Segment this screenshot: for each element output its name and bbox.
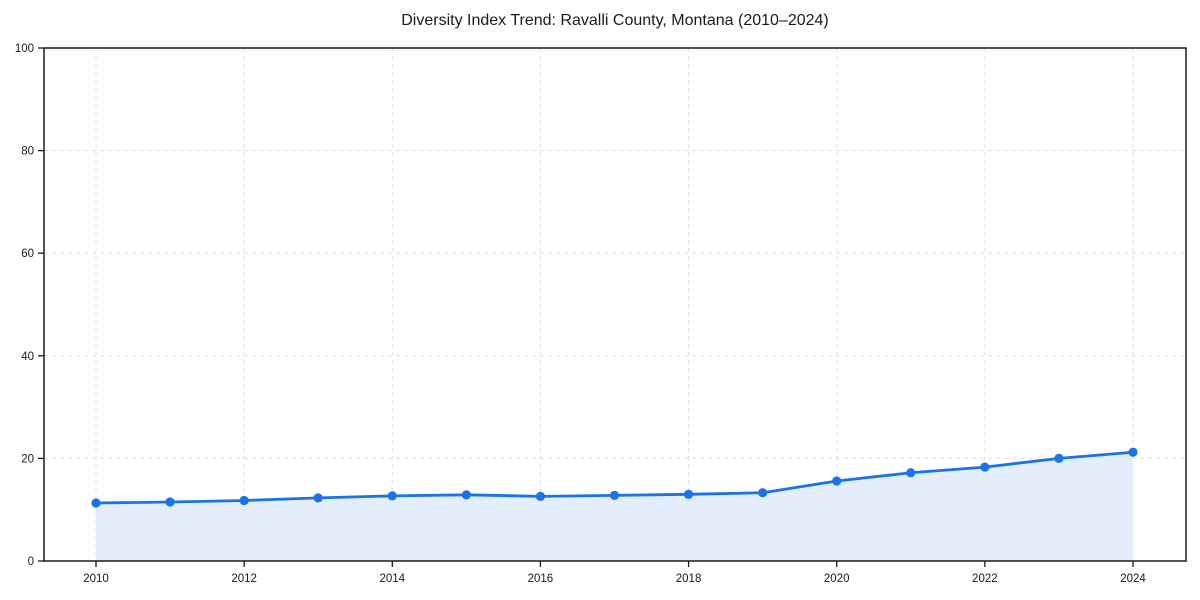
x-tick-label: 2010 xyxy=(83,573,109,585)
x-tick-label: 2014 xyxy=(379,573,405,585)
data-point-marker xyxy=(980,462,990,472)
chart-title: Diversity Index Trend: Ravalli County, M… xyxy=(401,12,829,29)
y-tick-label: 100 xyxy=(15,43,34,55)
x-tick-label: 2012 xyxy=(231,573,257,585)
data-point-marker xyxy=(832,476,842,486)
data-point-marker xyxy=(387,491,397,501)
y-tick-label: 0 xyxy=(28,556,34,568)
x-tick-label: 2022 xyxy=(972,573,998,585)
x-tick-label: 2016 xyxy=(528,573,554,585)
data-point-marker xyxy=(91,498,101,508)
x-tick-label: 2020 xyxy=(824,573,850,585)
gridlines xyxy=(44,48,1186,561)
data-point-marker xyxy=(313,493,323,503)
y-tick-label: 40 xyxy=(21,351,34,363)
data-point-marker xyxy=(758,488,768,498)
data-point-marker xyxy=(683,489,694,499)
plot-border xyxy=(43,47,1187,562)
data-point-marker xyxy=(165,497,175,507)
data-point-marker xyxy=(906,468,916,478)
data-point-marker xyxy=(609,490,620,500)
data-point-marker xyxy=(535,491,546,501)
x-tick-label: 2018 xyxy=(676,573,702,585)
y-tick-label: 20 xyxy=(21,453,34,465)
data-point-marker xyxy=(461,490,471,500)
y-tick-label: 60 xyxy=(21,248,34,260)
area-fill xyxy=(96,452,1133,561)
data-point-marker xyxy=(1128,447,1138,457)
data-point-markers xyxy=(91,447,1138,508)
x-tick-label: 2024 xyxy=(1120,573,1146,585)
y-axis: 0 20 40 60 80 100 xyxy=(15,43,44,568)
y-tick-label: 80 xyxy=(21,146,34,158)
data-point-marker xyxy=(1054,453,1064,463)
data-point-marker xyxy=(239,495,249,506)
x-axis: 2010 2012 2014 2016 2018 2020 2022 2024 xyxy=(83,561,1146,585)
